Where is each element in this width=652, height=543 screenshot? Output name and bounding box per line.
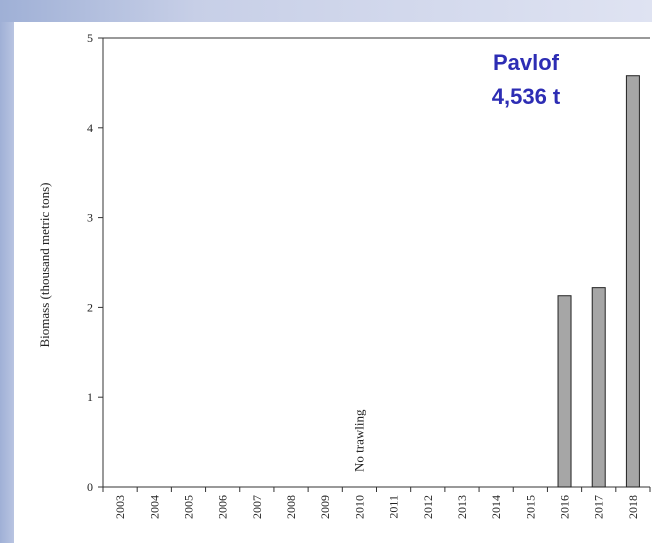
x-tick-label: 2017	[592, 495, 606, 519]
chart-panel	[14, 22, 652, 543]
x-tick-label: 2007	[250, 495, 264, 519]
x-tick-label: 2014	[489, 495, 503, 519]
bar-2016	[557, 295, 572, 488]
x-tick-label: 2009	[318, 495, 332, 519]
x-tick-label: 2018	[626, 495, 640, 519]
chart-labels: 0 1 2 3 4 5 2003 2004 2005 2006 2007 2008 2009 2010 20…	[87, 31, 640, 519]
y-tick-label: 5	[87, 31, 93, 45]
y-tick-label: 2	[87, 300, 93, 314]
y-tick-label: 1	[87, 390, 93, 404]
bar-2018	[625, 75, 640, 488]
x-tick-label: 2005	[181, 495, 195, 519]
x-tick-label: 2013	[455, 495, 469, 519]
x-tick-label: 2012	[421, 495, 435, 519]
x-tick-label: 2003	[113, 495, 127, 519]
y-tick-label: 3	[87, 211, 93, 225]
y-axis-label: Biomass (thousand metric tons)	[37, 182, 52, 347]
x-tick-label: 2008	[284, 495, 298, 519]
x-tick-label: 2006	[216, 495, 230, 519]
no-trawling-annotation: No trawling	[351, 409, 366, 472]
chart-title: Pavlof	[493, 50, 560, 75]
x-tick-label: 2015	[523, 495, 537, 519]
y-tick-label: 4	[87, 121, 93, 135]
x-tick-label: 2004	[147, 495, 161, 519]
x-tick-label: 2011	[387, 495, 401, 519]
bar-2017	[591, 287, 606, 488]
chart-subtitle: 4,536 t	[492, 84, 561, 109]
x-tick-label: 2016	[558, 495, 572, 519]
x-tick-label: 2010	[352, 495, 366, 519]
chart-bars	[557, 75, 640, 488]
y-tick-label: 0	[87, 480, 93, 494]
slide-top-band	[0, 0, 652, 22]
